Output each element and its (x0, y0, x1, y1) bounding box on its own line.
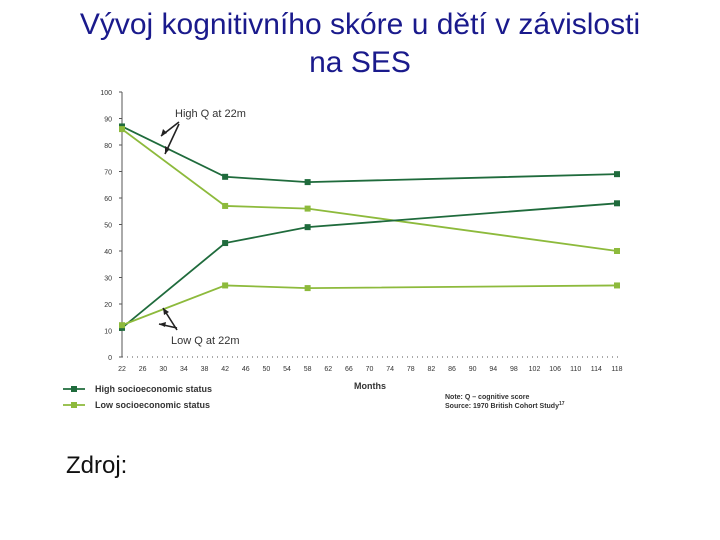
x-tick-label: 34 (180, 366, 188, 373)
x-tick-label: 94 (489, 366, 497, 373)
x-tick-label: 46 (242, 366, 250, 373)
chart-legend: High socioeconomic status Low socioeconom… (63, 384, 212, 410)
x-tick-label: 26 (139, 366, 147, 373)
series-point (614, 171, 620, 178)
x-tick-label: 22 (118, 366, 126, 373)
chart-svg: 0 10 20 30 40 50 60 70 80 90 100 22 26 30 34 38 42 46 50 54… (63, 90, 623, 410)
series-low-lowq (119, 282, 620, 329)
x-tick-label: 102 (529, 366, 541, 373)
y-tick-label: 90 (104, 117, 112, 124)
y-tick-label: 20 (104, 302, 112, 309)
slide-title-line2: na SES (309, 46, 411, 79)
chart-source-superscript: 17 (559, 401, 565, 407)
series-point (222, 240, 229, 247)
annotation-arrow-low-2-head (159, 322, 166, 327)
series-point (222, 202, 229, 209)
x-tick-label: 38 (201, 366, 209, 373)
series-line (121, 202, 618, 329)
legend-label: Low socioeconomic status (95, 400, 210, 410)
legend-marker (71, 402, 77, 408)
y-tick-label: 60 (104, 196, 112, 203)
series-point (614, 200, 620, 207)
y-tick-label: 10 (104, 329, 112, 336)
slide-title-line1: Vývoj kognitivního skóre u dětí v závisl… (79, 8, 641, 41)
x-tick-label: 30 (159, 366, 167, 373)
annotation-low-q: Low Q at 22m (171, 335, 239, 347)
y-tick-label: 50 (104, 223, 112, 230)
chart-annotations: High Q at 22m Low Q at 22m (158, 108, 246, 347)
x-tick-label: 50 (262, 366, 270, 373)
x-tick-label: 66 (345, 366, 353, 373)
chart-source: Source: 1970 British Cohort Study17 (445, 401, 565, 410)
x-tick-label: 42 (221, 366, 229, 373)
series-point (304, 179, 311, 186)
x-tick-label: 54 (283, 366, 291, 373)
x-tick-label: 106 (549, 366, 561, 373)
x-axis-label: Months (354, 381, 386, 391)
series-high-highq (119, 123, 620, 186)
x-tick-label: 86 (448, 366, 456, 373)
series-high-lowq (119, 200, 620, 331)
x-tick-label: 118 (611, 366, 622, 373)
x-tick-label: 82 (427, 366, 435, 373)
y-tick-label: 70 (104, 170, 112, 177)
x-tick-label: 90 (469, 366, 477, 373)
x-tick-label: 58 (304, 366, 312, 373)
series-low-highq (119, 126, 620, 254)
series-point (119, 322, 125, 329)
series-point (119, 126, 125, 133)
series-point (304, 285, 311, 292)
y-tick-label: 30 (104, 276, 112, 283)
chart-axes: 0 10 20 30 40 50 60 70 80 90 100 22 26 30 34 38 42 46 50 54… (100, 90, 622, 373)
slide-title: Vývoj kognitivního skóre u dětí v závisl… (20, 6, 700, 82)
source-label: Zdroj: (66, 452, 128, 479)
series-point (614, 248, 620, 254)
x-tick-label: 70 (366, 366, 374, 373)
series-line (121, 284, 618, 327)
series-line (121, 128, 618, 252)
legend-label: High socioeconomic status (95, 384, 212, 394)
x-tick-label: 110 (570, 366, 581, 373)
chart-source-text: Source: 1970 British Cohort Study (445, 403, 559, 410)
series-line (121, 125, 618, 184)
series-point (222, 173, 229, 180)
annotation-arrow-low-1-head (163, 308, 169, 315)
legend-marker (71, 386, 77, 392)
x-tick-label: 98 (510, 366, 518, 373)
x-tick-label: 74 (386, 366, 394, 373)
annotation-arrow-high-1-head (161, 129, 167, 136)
y-tick-label: 40 (104, 249, 112, 256)
y-tick-label: 80 (104, 143, 112, 150)
x-tick-label: 62 (324, 366, 332, 373)
annotation-arrow-high-2-head (165, 146, 170, 154)
x-tick-label: 78 (407, 366, 415, 373)
y-tick-label: 100 (100, 90, 112, 97)
series-point (304, 205, 311, 212)
series-point (614, 282, 620, 289)
y-tick-label: 0 (108, 355, 112, 362)
series-point (304, 224, 311, 231)
x-tick-label: 114 (591, 366, 602, 373)
series-point (222, 282, 229, 289)
chart: 0 10 20 30 40 50 60 70 80 90 100 22 26 30 34 38 42 46 50 54… (55, 82, 655, 422)
chart-note: Note: Q – cognitive score (445, 394, 530, 401)
annotation-high-q: High Q at 22m (175, 108, 246, 120)
chart-series-layer (119, 123, 620, 331)
